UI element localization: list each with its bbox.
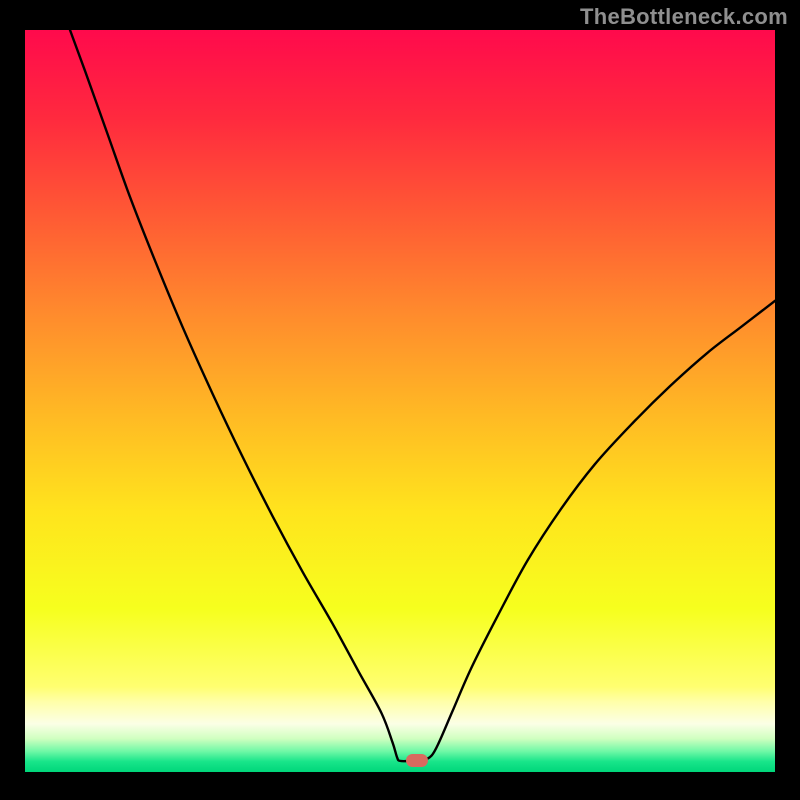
watermark-text: TheBottleneck.com	[580, 4, 788, 30]
plot-svg	[25, 30, 775, 772]
plot-area	[25, 30, 775, 772]
chart-frame: TheBottleneck.com	[0, 0, 800, 800]
gradient-fill	[25, 30, 775, 772]
optimal-point-marker	[406, 754, 428, 767]
